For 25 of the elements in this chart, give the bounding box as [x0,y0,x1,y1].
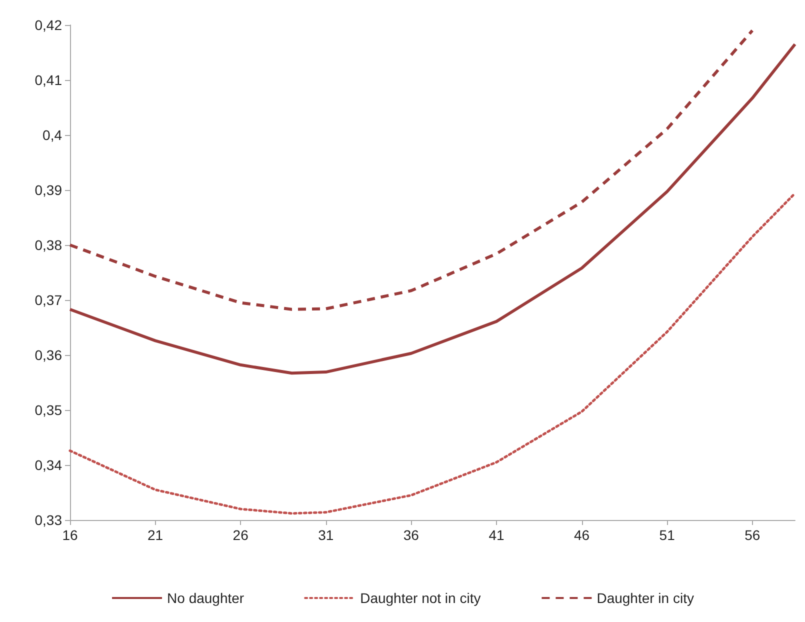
line-series [68,192,796,515]
x-tick-label: 51 [659,527,676,543]
x-tick-label: 16 [62,527,78,543]
y-tick-label: 0,4 [42,127,62,143]
x-tick-label: 21 [148,527,164,543]
x-tick-label: 46 [574,527,590,543]
legend-label: Daughter in city [596,590,694,606]
x-tick-label: 41 [488,527,504,543]
line-series [68,42,796,375]
line-series [68,29,754,311]
y-tick-label: 0,33 [34,512,62,528]
y-tick-label: 0,37 [34,292,62,308]
y-tick-label: 0,38 [34,237,62,253]
x-tick-label: 36 [403,527,420,543]
y-tick-label: 0,34 [34,457,62,473]
x-tick-label: 31 [318,527,334,543]
legend-label: No daughter [167,590,244,606]
legend-label: Daughter not in city [360,590,481,606]
y-tick-label: 0,41 [34,72,62,88]
x-tick-label: 26 [232,527,249,543]
y-tick-label: 0,42 [34,17,62,33]
x-tick-label: 56 [744,527,760,543]
y-tick-label: 0,36 [34,347,62,363]
y-tick-label: 0,35 [34,402,62,418]
y-tick-label: 0,39 [34,182,62,198]
